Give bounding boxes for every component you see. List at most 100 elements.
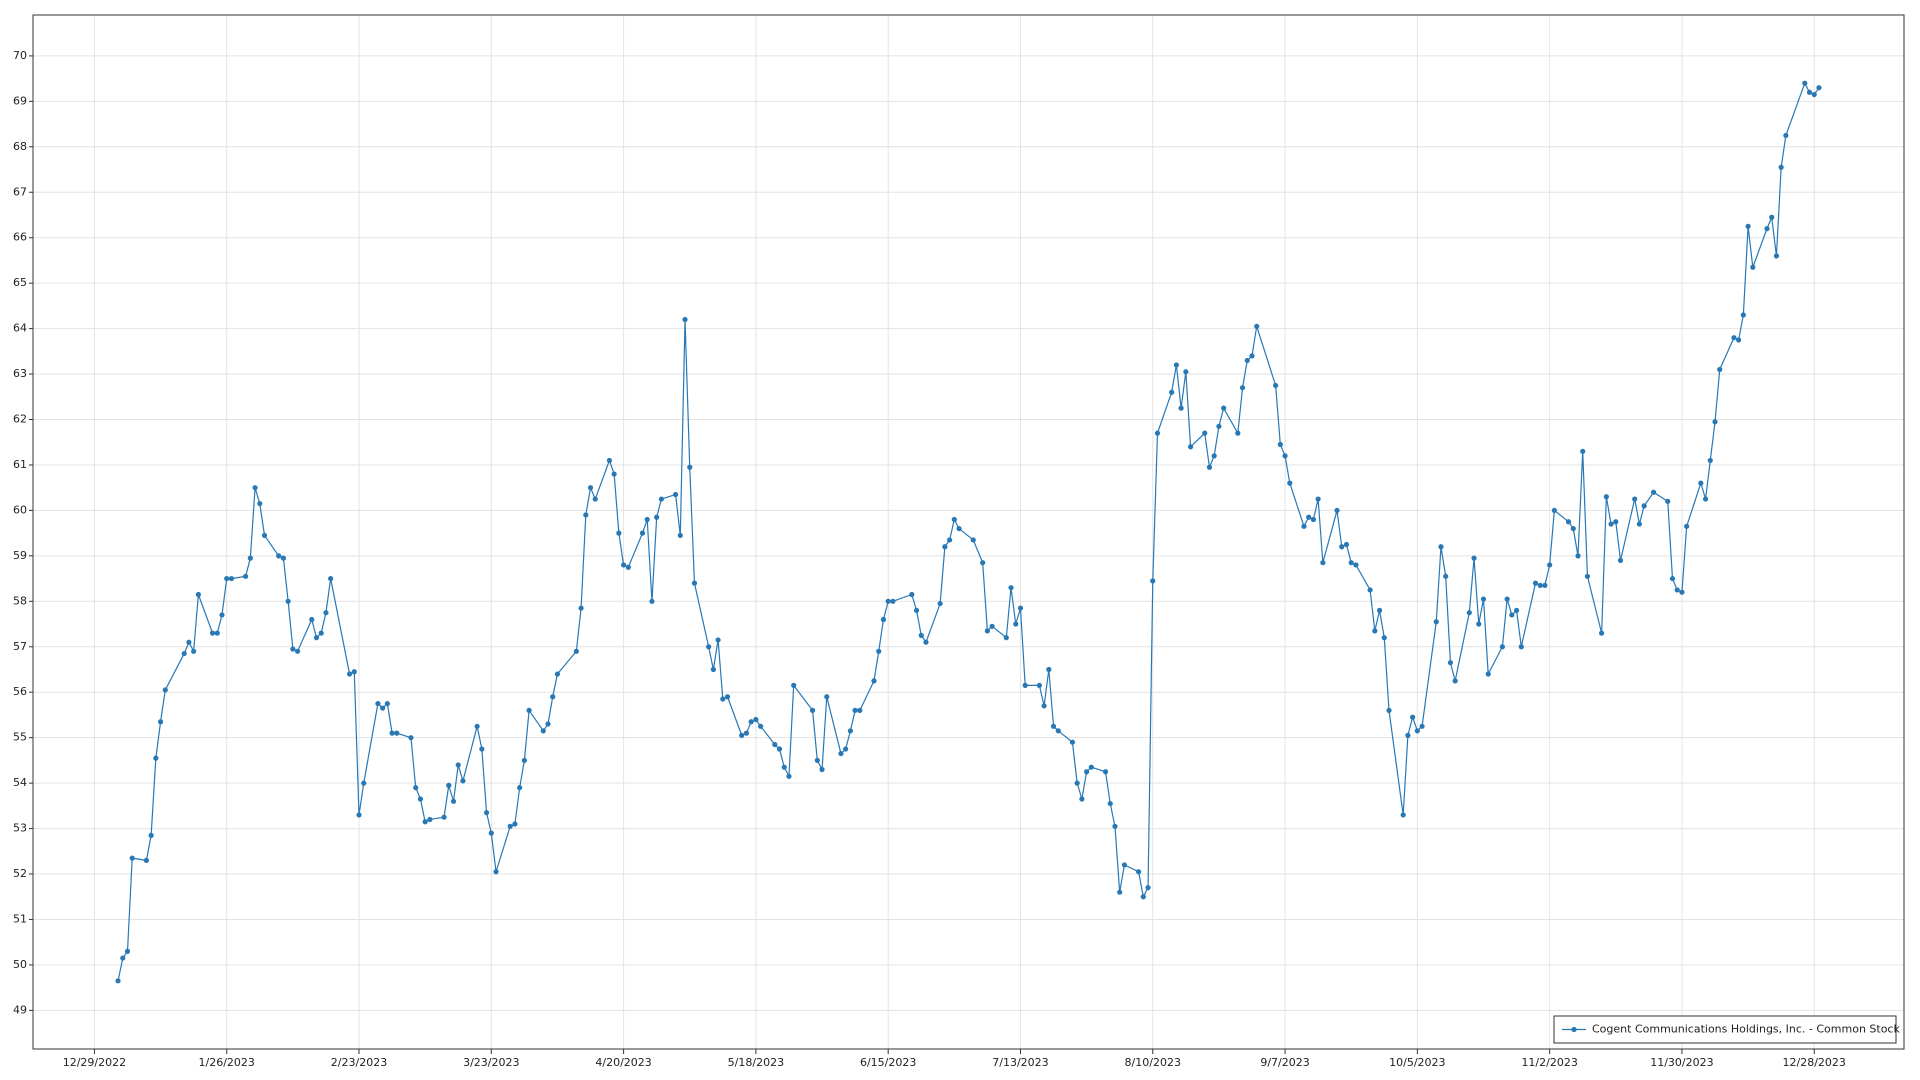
data-point [876, 648, 882, 654]
data-point [1235, 430, 1241, 436]
data-point [706, 644, 712, 650]
data-point [285, 598, 291, 604]
data-point [658, 496, 664, 502]
data-point [583, 512, 589, 518]
data-point [318, 630, 324, 636]
data-point [1121, 862, 1128, 868]
data-point [1050, 723, 1057, 729]
data-point [956, 525, 962, 532]
y-tick-label: 62 [13, 413, 27, 426]
data-point [724, 694, 731, 700]
data-point [1376, 607, 1383, 614]
data-point [1641, 503, 1647, 509]
data-point [228, 575, 235, 582]
y-tick-label: 56 [13, 685, 27, 698]
data-point [1306, 514, 1312, 520]
legend: Cogent Communications Holdings, Inc. - C… [1553, 1015, 1900, 1044]
data-point [413, 785, 419, 791]
data-point [923, 639, 929, 645]
data-point [611, 471, 617, 477]
data-point [162, 687, 168, 693]
data-point [1698, 480, 1704, 486]
data-point [1381, 635, 1387, 641]
y-tick-label: 60 [13, 503, 27, 516]
data-point [1003, 635, 1009, 641]
data-point [1088, 764, 1094, 770]
data-point [1036, 682, 1042, 688]
data-point [422, 819, 428, 825]
data-point [143, 857, 149, 863]
data-point [1315, 496, 1321, 502]
x-tick-label: 1/26/2023 [199, 1056, 255, 1069]
data-point [1410, 714, 1416, 720]
data-point [587, 485, 594, 491]
data-point [375, 700, 381, 707]
x-tick-label: 10/5/2023 [1389, 1056, 1445, 1069]
data-point [819, 766, 825, 773]
data-point [1211, 453, 1217, 459]
data-point [1806, 89, 1813, 95]
y-tick-label: 63 [13, 367, 27, 380]
data-point [209, 630, 216, 636]
data-point [290, 646, 296, 652]
data-point [323, 610, 329, 616]
data-point [1547, 562, 1553, 568]
data-point [186, 639, 192, 645]
data-point [786, 773, 792, 779]
data-point [417, 796, 424, 802]
x-tick-label: 6/15/2023 [860, 1056, 916, 1069]
data-point [1570, 525, 1576, 532]
x-tick-label: 8/10/2023 [1125, 1056, 1181, 1069]
data-point [1041, 703, 1047, 709]
series-line [117, 81, 1820, 981]
data-point [545, 721, 551, 727]
data-point [526, 707, 532, 713]
data-point [191, 648, 197, 654]
data-point [1353, 562, 1359, 568]
data-point [313, 635, 320, 641]
data-point [1603, 494, 1609, 500]
x-tick-label: 3/23/2023 [463, 1056, 519, 1069]
data-point [1022, 682, 1028, 688]
legend-label: Cogent Communications Holdings, Inc. - C… [1592, 1023, 1900, 1036]
data-point [1532, 580, 1539, 586]
data-point [1320, 560, 1326, 566]
data-point [1079, 796, 1085, 802]
data-point [1008, 585, 1014, 591]
data-point [1145, 885, 1151, 891]
data-point [824, 694, 830, 700]
data-point [1339, 544, 1345, 550]
data-point [1386, 707, 1392, 713]
data-point [1055, 728, 1061, 734]
data-point [748, 719, 754, 725]
data-point [885, 598, 891, 604]
data-point [1249, 353, 1255, 359]
data-point [1513, 607, 1520, 614]
data-point [261, 532, 268, 539]
data-point [1348, 560, 1354, 566]
data-point [710, 666, 716, 673]
data-point [720, 696, 726, 702]
y-tick-label: 61 [13, 458, 27, 471]
data-point [1636, 521, 1643, 527]
data-point [951, 516, 957, 523]
data-point [644, 516, 650, 523]
data-point [852, 707, 858, 713]
data-point [1169, 389, 1175, 395]
data-point [214, 630, 220, 636]
data-point [252, 485, 258, 491]
data-point [1084, 769, 1090, 775]
data-point [1433, 619, 1439, 625]
data-point [776, 746, 783, 752]
x-tick-label: 12/29/2022 [63, 1056, 126, 1069]
data-point [441, 814, 447, 820]
data-point [918, 632, 924, 639]
data-point [129, 855, 135, 861]
data-point [573, 648, 579, 654]
data-point [1679, 589, 1685, 595]
data-point [1273, 382, 1279, 389]
data-point [521, 757, 527, 763]
data-point [880, 616, 887, 623]
data-point [1239, 385, 1246, 391]
data-point [1310, 516, 1317, 523]
